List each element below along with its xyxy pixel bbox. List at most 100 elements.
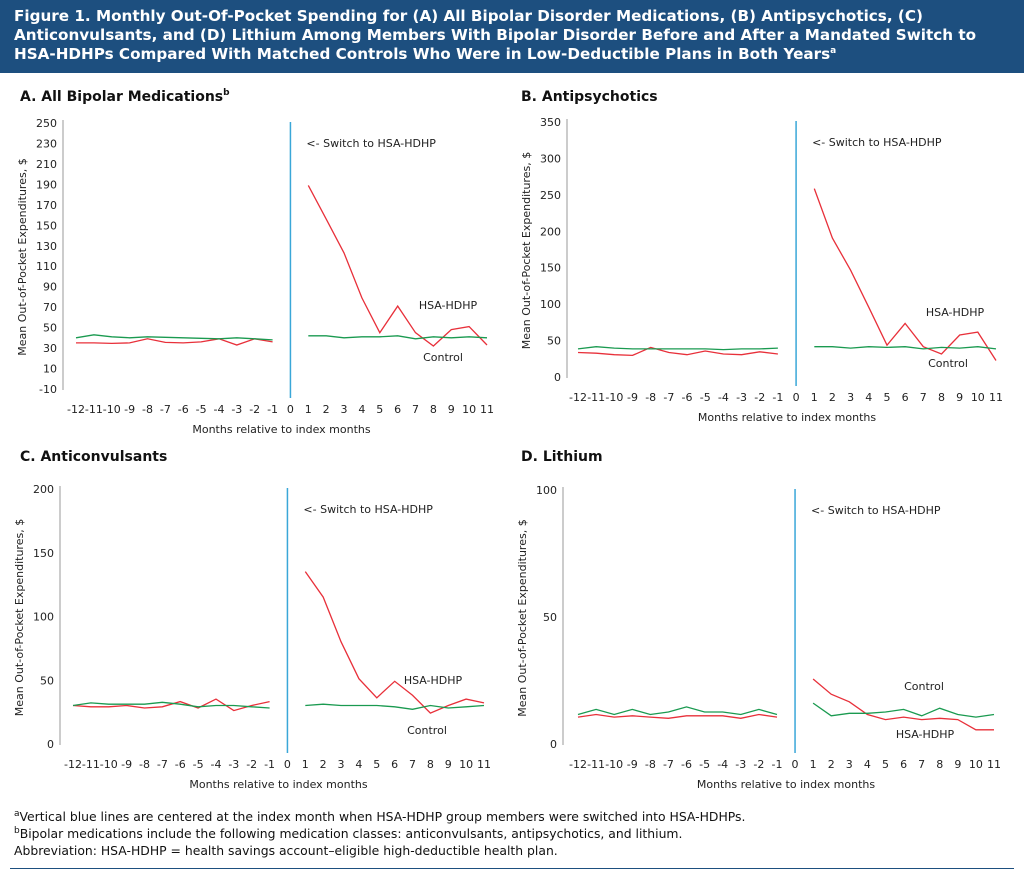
- annotation: <- Switch to HSA-HDHP: [811, 504, 941, 517]
- series-line: [577, 346, 997, 351]
- y-tick-label: 50: [43, 322, 57, 335]
- y-tick-label: 250: [540, 189, 561, 202]
- y-tick-label: 0: [47, 738, 54, 751]
- panel-title-note: b: [223, 88, 230, 98]
- x-tick-label: -1: [264, 758, 275, 771]
- figure-header: Figure 1. Monthly Out-Of-Pocket Spending…: [0, 0, 1024, 73]
- series-line: [577, 188, 997, 361]
- x-tick-label: -3: [231, 403, 242, 416]
- y-tick-label: 150: [540, 262, 561, 275]
- x-tick-label: 5: [376, 403, 383, 416]
- footnote-text: Abbreviation: HSA-HDHP = health savings …: [14, 843, 558, 858]
- x-tick-label: 11: [989, 391, 1003, 404]
- series-line: [75, 334, 488, 341]
- x-tick-label: -11: [85, 403, 103, 416]
- footnote-text: Bipolar medications include the followin…: [19, 826, 683, 841]
- x-tick-label: 6: [391, 758, 398, 771]
- y-tick-label: 350: [540, 116, 561, 129]
- y-tick-label: 210: [36, 158, 57, 171]
- panel-title: B. Antipsychotics: [521, 89, 658, 105]
- x-tick-label: -12: [64, 758, 82, 771]
- x-tick-label: -9: [627, 758, 638, 771]
- y-tick-label: 130: [36, 240, 57, 253]
- panel: B. Antipsychotics050100150200250300350-1…: [520, 89, 1003, 424]
- y-tick-label: 0: [554, 371, 561, 384]
- x-tick-label: -4: [210, 758, 221, 771]
- y-tick-label: 230: [36, 137, 57, 150]
- x-tick-label: -4: [213, 403, 224, 416]
- y-tick-label: 30: [43, 342, 57, 355]
- x-tick-label: 7: [409, 758, 416, 771]
- x-tick-label: 3: [847, 391, 854, 404]
- charts: A. All Bipolar Medicationsb-101030507090…: [13, 88, 1003, 792]
- x-tick-label: -10: [100, 758, 118, 771]
- y-tick-label: 150: [36, 219, 57, 232]
- x-tick-label: 9: [954, 758, 961, 771]
- x-tick-label: 6: [902, 391, 909, 404]
- y-tick-label: 0: [550, 738, 557, 751]
- footnote: aVertical blue lines are centered at the…: [14, 808, 1014, 825]
- x-tick-label: 11: [987, 758, 1001, 771]
- x-tick-label: 5: [883, 391, 890, 404]
- x-axis-label: Months relative to index months: [189, 778, 368, 791]
- y-tick-label: 70: [43, 301, 57, 314]
- x-tick-label: 3: [341, 403, 348, 416]
- x-tick-label: -6: [175, 758, 186, 771]
- x-tick-label: 7: [918, 758, 925, 771]
- y-tick-label: 100: [540, 298, 561, 311]
- panel-title: C. Anticonvulsants: [20, 449, 167, 465]
- x-tick-label: 0: [287, 403, 294, 416]
- x-tick-label: 1: [810, 758, 817, 771]
- x-tick-label: 7: [920, 391, 927, 404]
- y-tick-label: 250: [36, 117, 57, 130]
- series-label: HSA-HDHP: [926, 306, 985, 319]
- annotation: <- Switch to HSA-HDHP: [306, 137, 436, 150]
- x-tick-label: -7: [663, 758, 674, 771]
- annotation: <- Switch to HSA-HDHP: [812, 136, 942, 149]
- y-axis-label: Mean Out-of-Pocket Expenditures, $: [520, 152, 533, 349]
- y-tick-label: -10: [39, 383, 57, 396]
- x-tick-label: -1: [267, 403, 278, 416]
- x-tick-label: -5: [193, 758, 204, 771]
- x-tick-label: -1: [772, 391, 783, 404]
- x-tick-label: -3: [736, 391, 747, 404]
- x-tick-label: -6: [178, 403, 189, 416]
- x-tick-label: -8: [645, 758, 656, 771]
- x-tick-label: -12: [569, 391, 587, 404]
- x-tick-label: -6: [681, 758, 692, 771]
- panel-title: D. Lithium: [521, 449, 603, 465]
- x-tick-label: 0: [284, 758, 291, 771]
- y-tick-label: 50: [40, 674, 54, 687]
- x-tick-label: -7: [157, 758, 168, 771]
- series-line: [577, 702, 995, 718]
- x-tick-label: 5: [882, 758, 889, 771]
- y-tick-label: 110: [36, 260, 57, 273]
- x-tick-label: -11: [82, 758, 100, 771]
- x-tick-label: 4: [358, 403, 365, 416]
- y-tick-label: 200: [540, 225, 561, 238]
- x-tick-label: 9: [445, 758, 452, 771]
- panel-title: A. All Bipolar Medicationsb: [20, 88, 230, 106]
- x-tick-label: 8: [936, 758, 943, 771]
- x-tick-label: -12: [569, 758, 587, 771]
- x-tick-label: -10: [103, 403, 121, 416]
- x-tick-label: -8: [645, 391, 656, 404]
- x-tick-label: -5: [700, 391, 711, 404]
- y-axis-label: Mean Out-of-Pocket Expenditures, $: [13, 519, 26, 716]
- figure-title-note: a: [830, 45, 837, 56]
- x-tick-label: -9: [124, 403, 135, 416]
- x-tick-label: -10: [605, 391, 623, 404]
- series-label: HSA-HDHP: [404, 674, 463, 687]
- x-tick-label: -2: [246, 758, 257, 771]
- x-tick-label: -7: [160, 403, 171, 416]
- x-tick-label: 11: [477, 758, 491, 771]
- x-tick-label: 9: [956, 391, 963, 404]
- x-tick-label: -2: [754, 391, 765, 404]
- x-tick-label: -11: [587, 758, 605, 771]
- series-line: [577, 678, 994, 731]
- footnote-text: Vertical blue lines are centered at the …: [19, 809, 746, 824]
- rule: [10, 868, 1014, 869]
